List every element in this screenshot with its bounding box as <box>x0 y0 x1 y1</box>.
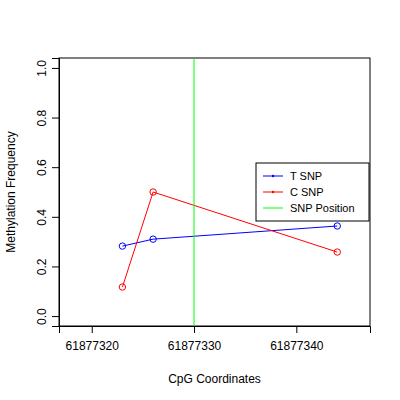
x-tick: 61877340 <box>270 326 324 353</box>
legend: T SNP C SNP SNP Position <box>256 163 369 221</box>
y-tick: 1.0 <box>35 60 59 77</box>
x-tick-label: 61877330 <box>168 339 222 353</box>
legend-label: C SNP <box>290 186 324 198</box>
y-tick-mark <box>52 118 59 119</box>
x-tick-label: 61877340 <box>270 339 324 353</box>
y-axis-line <box>52 59 60 327</box>
point <box>119 284 125 290</box>
point <box>150 236 156 242</box>
legend-swatch <box>263 208 283 209</box>
x-axis-title: CpG Coordinates <box>168 372 261 386</box>
y-tick: 0.0 <box>35 308 59 325</box>
point <box>334 249 340 255</box>
y-tick-label: 1.0 <box>35 60 49 77</box>
legend-swatch <box>263 192 283 193</box>
snp-line <box>194 58 195 326</box>
legend-marker <box>272 175 274 177</box>
y-axis: 0.0 0.2 0.4 0.6 0.8 1.0 <box>35 59 60 327</box>
plot-frame <box>59 58 370 326</box>
x-tick-mark <box>194 326 195 333</box>
y-tick-mark <box>52 266 59 267</box>
legend-box <box>256 163 369 221</box>
legend-marker <box>272 191 274 193</box>
y-tick-label: 0.2 <box>35 258 49 275</box>
y-tick-label: 0.0 <box>35 308 49 325</box>
point <box>334 223 340 229</box>
x-tick-label: 61877320 <box>66 339 120 353</box>
x-axis-line <box>60 327 371 334</box>
y-tick-label: 0.4 <box>35 209 49 226</box>
y-tick: 0.8 <box>35 109 59 126</box>
y-tick-label: 0.6 <box>35 159 49 176</box>
x-tick-mark <box>92 326 93 333</box>
legend-swatch <box>263 176 283 177</box>
plot-area <box>119 58 340 326</box>
y-axis-title: Methylation Frequency <box>4 131 18 252</box>
x-tick: 61877330 <box>168 326 222 353</box>
chart: 61877320 61877330 61877340 0.0 0.2 0.4 0.6 0.8 1… <box>0 0 400 400</box>
legend-label: T SNP <box>290 170 322 182</box>
y-tick-label: 0.8 <box>35 109 49 126</box>
x-tick: 61877320 <box>66 326 120 353</box>
y-tick: 0.4 <box>35 209 59 226</box>
legend-label: SNP Position <box>290 202 355 214</box>
y-tick: 0.6 <box>35 159 59 176</box>
x-tick-mark <box>296 326 297 333</box>
y-tick-mark <box>52 217 59 218</box>
point <box>150 189 156 195</box>
y-tick-mark <box>52 68 59 69</box>
point <box>119 243 125 249</box>
y-tick-mark <box>52 167 59 168</box>
x-axis: 61877320 61877330 61877340 <box>60 326 371 353</box>
y-tick: 0.2 <box>35 258 59 275</box>
y-tick-mark <box>52 316 59 317</box>
series-line <box>122 226 337 246</box>
